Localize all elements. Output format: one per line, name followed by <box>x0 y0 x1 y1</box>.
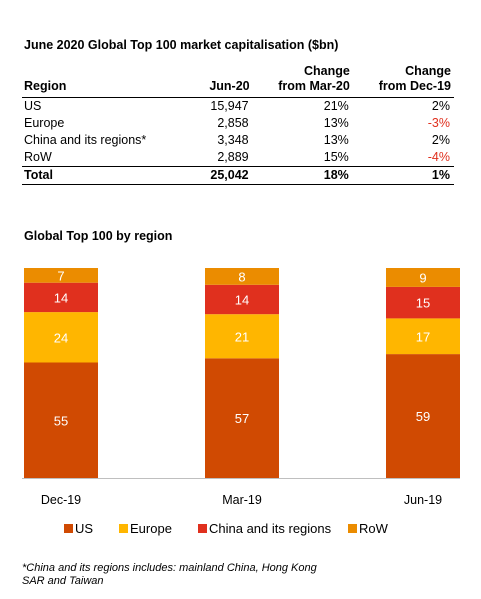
data-label: 14 <box>54 290 68 305</box>
cell-change-mar: 13% <box>323 116 349 130</box>
data-label: 9 <box>419 270 426 285</box>
bar-segment-us-dec-19 <box>24 362 98 478</box>
data-label: 55 <box>54 413 68 428</box>
cell-change-dec: 2% <box>431 99 450 113</box>
header-change-dec: Change from Dec-19 <box>353 64 454 98</box>
table-row: Europe 2,858 13% -3% <box>22 115 454 132</box>
legend-label: RoW <box>359 521 389 536</box>
x-tick-label: Jun-19 <box>404 493 442 507</box>
chart-title: Global Top 100 by region <box>24 229 173 243</box>
bar-segment-europe-dec-19 <box>24 312 98 363</box>
bar-segment-china-and-its-regions-mar-19 <box>205 284 279 315</box>
header-change-mar-line2: from Mar-20 <box>278 79 350 93</box>
table-row: China and its regions* 3,348 13% 2% <box>22 132 454 149</box>
cell-change-mar: 21% <box>323 99 349 113</box>
bar-segment-europe-jun-19 <box>386 318 460 355</box>
data-label: 21 <box>235 329 249 344</box>
cell-region: Europe <box>24 116 65 130</box>
bar-segment-europe-mar-19 <box>205 314 279 359</box>
cell-change-dec: 1% <box>431 168 450 182</box>
x-tick-label: Dec-19 <box>41 493 81 507</box>
header-jun20: Jun-20 <box>209 79 250 93</box>
market-cap-table: Region Jun-20 Change from Mar-20 Change fr… <box>22 64 454 185</box>
legend-swatch-us <box>64 524 73 533</box>
bar-segment-row-jun-19 <box>386 268 460 287</box>
legend-swatch-china-and-its-regions <box>198 524 207 533</box>
bar-segment-china-and-its-regions-dec-19 <box>24 282 98 313</box>
table-row: RoW 2,889 15% -4% <box>22 149 454 167</box>
header-region: Region <box>24 79 67 93</box>
data-label: 15 <box>416 296 430 311</box>
cell-region: China and its regions* <box>24 133 147 147</box>
header-change-mar: Change from Mar-20 <box>253 64 353 98</box>
cell-jun20: 15,947 <box>210 99 249 113</box>
cell-change-mar: 15% <box>323 150 349 164</box>
cell-region: RoW <box>24 150 52 164</box>
cell-jun20: 25,042 <box>210 168 249 182</box>
cell-change-mar: 13% <box>323 133 349 147</box>
legend-label: Europe <box>130 521 172 536</box>
legend-label: US <box>75 521 93 536</box>
bar-segment-us-jun-19 <box>386 354 460 478</box>
stacked-bar-chart: 55 24 14 7 Dec-19 57 21 14 8 Mar-19 59 17 15 9 Jun-19 U… <box>22 268 460 536</box>
cell-region: US <box>24 99 42 113</box>
header-change-dec-line1: Change <box>405 64 451 78</box>
data-label: 59 <box>416 409 430 424</box>
data-label: 8 <box>238 269 245 284</box>
legend-swatch-europe <box>119 524 128 533</box>
table-row: US 15,947 21% 2% <box>22 98 454 116</box>
data-label: 14 <box>235 293 249 308</box>
header-change-mar-line1: Change <box>303 64 350 78</box>
cell-change-dec: 2% <box>431 133 450 147</box>
bar-segment-row-dec-19 <box>24 268 98 283</box>
x-tick-label: Mar-19 <box>222 493 262 507</box>
cell-jun20: 3,348 <box>217 133 249 147</box>
table-total-row: Total 25,042 18% 1% <box>22 166 454 185</box>
data-label: 24 <box>54 330 68 345</box>
data-label: 17 <box>416 329 430 344</box>
bar-segment-china-and-its-regions-jun-19 <box>386 286 460 319</box>
data-label: 57 <box>235 411 249 426</box>
legend-label: China and its regions <box>209 521 332 536</box>
table-title: June 2020 Global Top 100 market capitali… <box>24 38 339 52</box>
footnote: *China and its regions includes: mainlan… <box>22 562 317 587</box>
cell-change-mar: 18% <box>323 168 349 182</box>
bar-segment-row-mar-19 <box>205 268 279 285</box>
cell-region: Total <box>24 168 53 182</box>
bar-segment-us-mar-19 <box>205 358 279 478</box>
cell-jun20: 2,858 <box>217 116 249 130</box>
cell-change-dec: -4% <box>427 150 450 164</box>
cell-change-dec: -3% <box>427 116 450 130</box>
data-label: 7 <box>57 268 64 283</box>
legend-swatch-row <box>348 524 357 533</box>
cell-jun20: 2,889 <box>217 150 249 164</box>
header-change-dec-line2: from Dec-19 <box>378 79 451 93</box>
table-header-row: Region Jun-20 Change from Mar-20 Change fr… <box>22 64 454 98</box>
